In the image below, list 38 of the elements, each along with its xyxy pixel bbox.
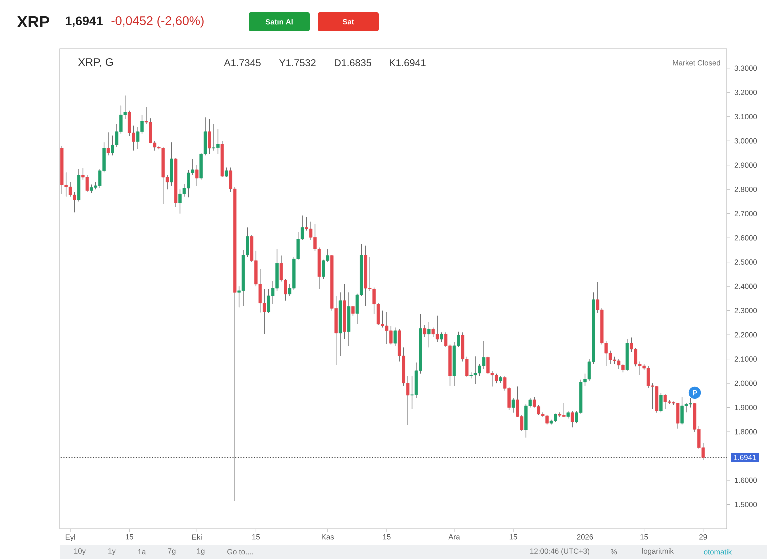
candlestick bbox=[617, 358, 621, 370]
candlestick bbox=[440, 332, 444, 343]
candlestick bbox=[86, 174, 90, 193]
candlestick bbox=[178, 189, 182, 214]
candlestick bbox=[111, 135, 114, 156]
annotation: K1.6941 bbox=[390, 59, 426, 67]
candlestick bbox=[225, 167, 228, 178]
candlestick bbox=[428, 322, 431, 348]
candlestick bbox=[546, 414, 549, 426]
annotation: A1.7345 bbox=[224, 59, 261, 67]
text: -0,0452 (-2,60%) bbox=[112, 16, 204, 28]
candlestick bbox=[196, 165, 199, 186]
candlestick bbox=[570, 411, 574, 428]
candlestick bbox=[212, 124, 216, 152]
candlestick bbox=[385, 312, 389, 345]
candlestick bbox=[486, 356, 490, 374]
candlestick bbox=[394, 327, 398, 346]
candlestick bbox=[474, 356, 478, 385]
candlestick bbox=[322, 260, 326, 280]
candlestick bbox=[524, 404, 528, 438]
candlestick bbox=[512, 398, 516, 414]
candlestick bbox=[676, 402, 680, 430]
candlestick bbox=[423, 325, 427, 338]
candlestick bbox=[664, 394, 668, 410]
candlestick bbox=[660, 392, 663, 413]
candlestick bbox=[208, 118, 212, 155]
candlestick bbox=[68, 182, 72, 198]
candlestick bbox=[170, 142, 174, 186]
candlestick bbox=[436, 316, 440, 343]
text: 1,6941 bbox=[66, 16, 103, 28]
annotation: D1.6835 bbox=[335, 59, 372, 67]
text: XRP, G bbox=[78, 58, 114, 68]
text: XRP bbox=[17, 16, 50, 28]
annotation: Y1.7532 bbox=[279, 59, 316, 67]
candlestick bbox=[646, 366, 650, 389]
candlestick bbox=[106, 132, 110, 156]
candlestick bbox=[352, 306, 355, 316]
candlestick bbox=[482, 340, 486, 370]
